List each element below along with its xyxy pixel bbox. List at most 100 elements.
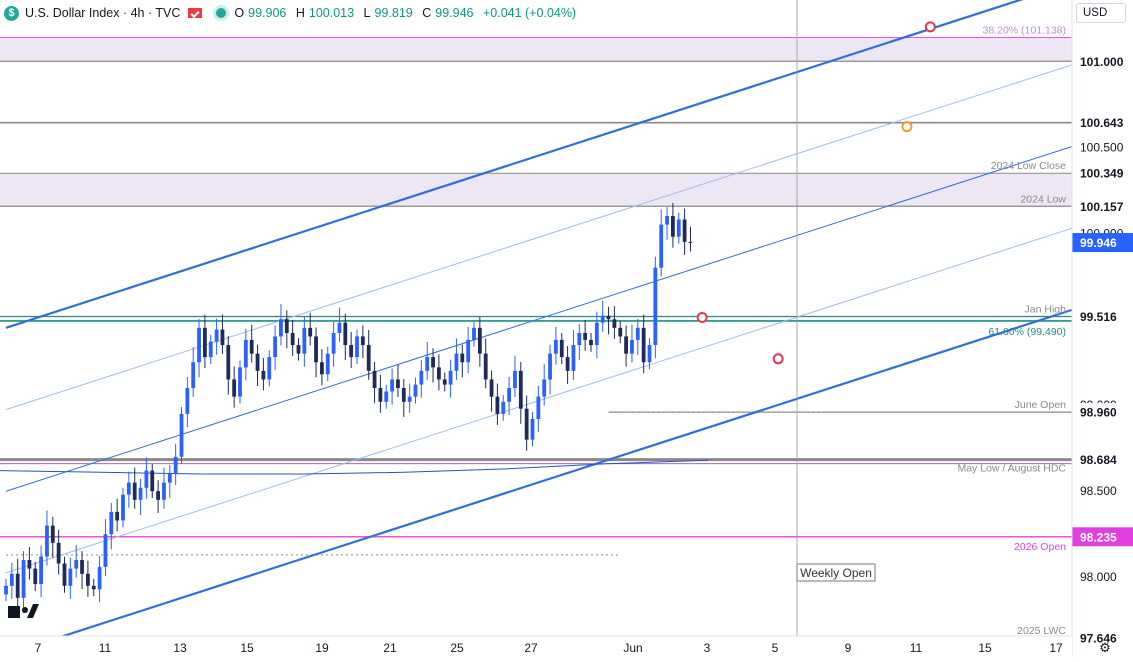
candle[interactable] [571, 345, 576, 371]
candle[interactable] [249, 339, 254, 354]
candle[interactable] [431, 357, 435, 368]
candle[interactable] [337, 322, 342, 334]
candle[interactable] [214, 329, 219, 342]
candle[interactable] [495, 396, 500, 414]
candle[interactable] [577, 333, 582, 346]
candle[interactable] [97, 566, 102, 590]
candle[interactable] [91, 585, 96, 590]
candle[interactable] [220, 329, 225, 346]
candle[interactable] [331, 333, 336, 354]
candle[interactable] [109, 511, 114, 535]
candle[interactable] [355, 336, 359, 358]
candle[interactable] [4, 585, 8, 595]
candle[interactable] [80, 560, 84, 574]
candle[interactable] [401, 388, 406, 402]
candle[interactable] [472, 327, 476, 340]
candle[interactable] [86, 573, 90, 586]
candle[interactable] [27, 560, 32, 569]
candle[interactable] [103, 534, 108, 567]
candle[interactable] [589, 339, 593, 346]
candle[interactable] [15, 573, 20, 598]
candle[interactable] [460, 353, 465, 363]
candle[interactable] [378, 388, 383, 402]
candle[interactable] [507, 388, 511, 402]
candle[interactable] [477, 327, 482, 354]
candle[interactable] [618, 327, 623, 337]
candle[interactable] [138, 487, 143, 500]
candle[interactable] [548, 353, 552, 380]
candle[interactable] [630, 339, 634, 354]
candle[interactable] [536, 396, 541, 419]
candle[interactable] [366, 345, 371, 371]
candle[interactable] [302, 327, 307, 354]
candle[interactable] [612, 319, 617, 328]
candle[interactable] [232, 379, 237, 397]
candle[interactable] [126, 482, 131, 495]
candle[interactable] [197, 327, 201, 363]
candle[interactable] [501, 401, 506, 414]
candle[interactable] [554, 339, 558, 354]
candle[interactable] [191, 362, 196, 389]
candle[interactable] [320, 362, 324, 375]
candle[interactable] [21, 560, 26, 598]
candle[interactable] [45, 525, 49, 557]
candle[interactable] [238, 367, 242, 397]
candle[interactable] [524, 408, 529, 440]
candle[interactable] [243, 339, 248, 368]
flag-icon[interactable] [188, 8, 203, 18]
candle[interactable] [448, 370, 453, 385]
candle[interactable] [56, 542, 61, 564]
candle[interactable] [150, 470, 155, 492]
candle[interactable] [688, 241, 693, 243]
candle[interactable] [162, 482, 166, 500]
candle[interactable] [665, 216, 669, 225]
candle[interactable] [279, 319, 283, 337]
candle[interactable] [115, 511, 120, 521]
candle[interactable] [518, 370, 523, 409]
candle[interactable] [407, 396, 412, 402]
candle[interactable] [396, 379, 400, 389]
candle[interactable] [284, 319, 289, 334]
candle[interactable] [33, 568, 38, 585]
candle[interactable] [360, 336, 365, 346]
candle[interactable] [372, 370, 377, 389]
candle[interactable] [413, 384, 418, 397]
candle[interactable] [437, 367, 441, 380]
time-axis[interactable] [0, 636, 1072, 657]
fib-target-marker[interactable] [924, 21, 936, 33]
symbol-title[interactable]: U.S. Dollar Index · 4h · TVC [25, 6, 181, 20]
candle[interactable] [308, 327, 313, 337]
candle[interactable] [442, 379, 447, 385]
candle[interactable] [384, 391, 389, 402]
candle[interactable] [606, 315, 611, 320]
candle[interactable] [671, 216, 675, 237]
candle[interactable] [647, 345, 652, 363]
candle[interactable] [454, 353, 459, 371]
candle[interactable] [489, 379, 494, 397]
candle[interactable] [39, 556, 43, 585]
candle[interactable] [483, 353, 488, 380]
candle[interactable] [530, 418, 535, 440]
candle[interactable] [62, 563, 67, 586]
candle[interactable] [466, 339, 471, 363]
candle[interactable] [185, 388, 190, 414]
candle[interactable] [641, 327, 646, 363]
gear-icon[interactable]: ⚙ [1099, 640, 1111, 655]
candle[interactable] [226, 345, 231, 380]
candle[interactable] [261, 370, 266, 380]
candle[interactable] [682, 219, 687, 242]
candle[interactable] [659, 224, 664, 268]
candle[interactable] [267, 357, 272, 380]
candle[interactable] [513, 370, 517, 389]
candle[interactable] [203, 327, 207, 358]
currency-button[interactable]: USD [1076, 3, 1126, 23]
candle[interactable] [273, 336, 277, 358]
candle[interactable] [390, 379, 394, 392]
candle[interactable] [173, 456, 178, 475]
candle[interactable] [343, 322, 348, 346]
candle[interactable] [565, 357, 570, 371]
candle[interactable] [425, 357, 430, 371]
candle[interactable] [296, 345, 301, 354]
